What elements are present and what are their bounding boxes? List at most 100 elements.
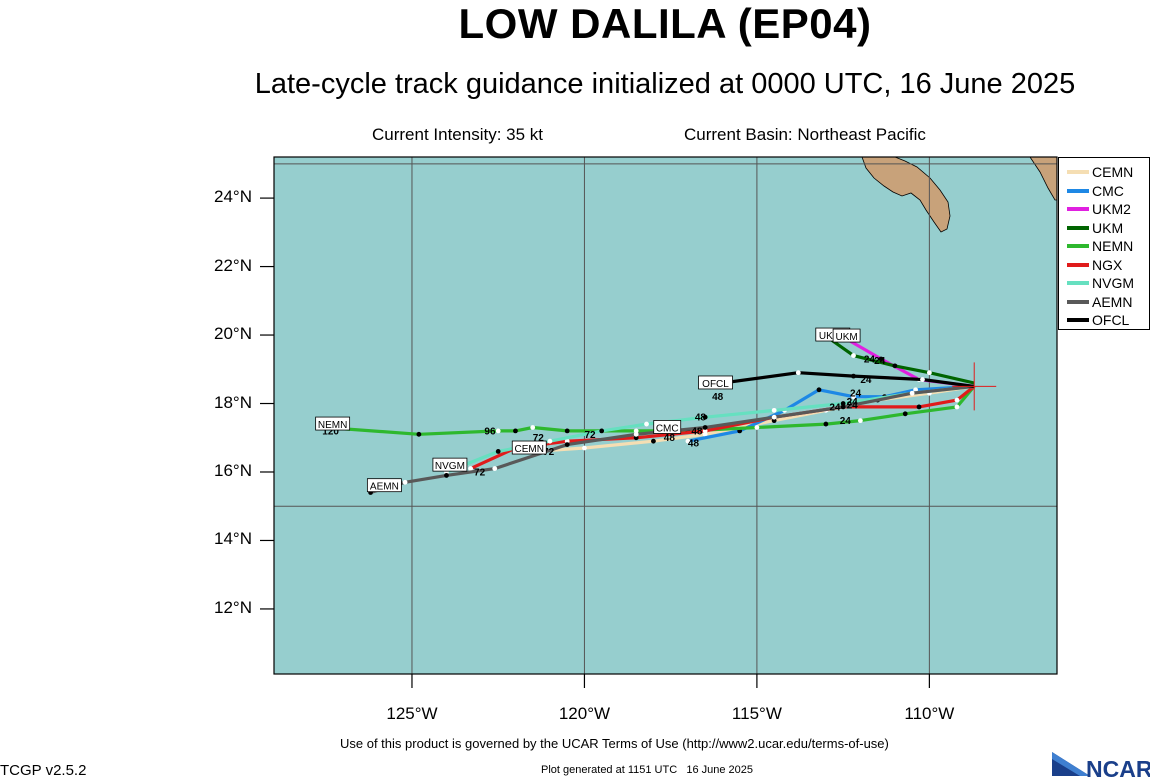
track-point-cemn: [771, 418, 777, 424]
current-intensity: Current Intensity: 35 kt: [372, 125, 544, 144]
forecast-hour-label: 24: [840, 416, 852, 427]
track-point-ngx: [468, 466, 474, 471]
forecast-hour-label: 48: [691, 426, 703, 437]
forecast-hour-label: 72: [533, 433, 545, 444]
current-position-marker: [952, 362, 997, 411]
axis-ticks: [260, 197, 930, 688]
forecast-hour-label: 24: [850, 389, 862, 400]
track-point-ukm: [851, 353, 856, 358]
track-point-cemn: [651, 438, 656, 444]
track-point-aemn: [909, 390, 915, 396]
model-label-box: [698, 375, 733, 390]
lon-tick-label: 110°W: [904, 704, 955, 723]
lon-tick-label: 125°W: [386, 704, 438, 723]
legend-label: NEMN: [1092, 238, 1134, 254]
forecast-hour-label: 120: [322, 426, 339, 437]
lat-tick-label: 18°N: [214, 392, 252, 412]
track-point-nvgm: [840, 401, 846, 406]
lat-tick-label: 20°N: [214, 324, 252, 344]
model-label-ukm: UKM: [835, 332, 857, 343]
page-title: LOW DALILA (EP04): [458, 0, 872, 47]
track-point-cmc: [851, 394, 856, 400]
model-label-cmc: CMC: [656, 423, 679, 434]
track-point-cmc: [685, 438, 691, 444]
model-label-box: [511, 440, 547, 455]
forecast-hour-label: 24: [847, 401, 859, 412]
model-name-labels: NEMNNVGMAEMNCEMNCMCOFCLUKM2UKM: [315, 327, 861, 493]
lat-tick-label: 12°N: [214, 597, 252, 617]
track-point-nemn: [495, 428, 501, 434]
track-point-cemn: [582, 445, 587, 451]
forecast-hour-label: 48: [712, 392, 724, 403]
legend: CEMN CMC UKM2 UKM NEMN NGX NVGM AEMN OFCL: [1058, 157, 1150, 330]
track-point-nvgm: [495, 449, 501, 454]
legend-swatch: [1067, 299, 1089, 304]
track-point-ngx: [954, 397, 960, 403]
track-point-nvgm: [702, 414, 708, 420]
lon-tick-label: 120°W: [558, 704, 611, 723]
page-subtitle: Late-cycle track guidance initialized at…: [254, 68, 1076, 100]
track-point-ngx: [916, 404, 922, 410]
model-label-box: [832, 328, 861, 343]
forecast-hour-label: 96: [484, 426, 496, 437]
track-point-ukm2: [878, 356, 884, 362]
track-point-nemn: [754, 425, 760, 430]
forecast-hour-label: 24: [864, 354, 876, 365]
track-point-ngx: [633, 435, 639, 441]
forecast-hour-label: 48: [688, 438, 700, 449]
lat-lon-grid: [274, 157, 1057, 674]
track-point-nemn: [857, 418, 863, 424]
track-point-ofcl: [851, 373, 856, 379]
legend-label: AEMN: [1092, 293, 1133, 310]
plot-generated: Plot generated at 1151 UTC 16 June 2025: [541, 764, 753, 776]
forecast-hour-label: 72: [584, 430, 596, 441]
track-point-ngx: [702, 428, 708, 434]
lon-tick-label: 115°W: [731, 704, 782, 723]
legend-label: UKM: [1092, 219, 1124, 236]
baja-peninsula: [861, 156, 951, 233]
track-point-ukm: [926, 370, 932, 376]
track-point-cmc: [816, 387, 822, 393]
forecast-hour-label: 24: [874, 356, 886, 367]
forecast-hour-label: 24: [829, 402, 841, 413]
track-point-aemn: [840, 404, 846, 410]
legend-swatch: [1067, 188, 1089, 193]
model-label-nvgm: NVGM: [435, 461, 465, 472]
model-label-box: [653, 420, 682, 434]
forecast-hour-label: 72: [543, 447, 555, 458]
track-point-ukm: [892, 363, 898, 369]
legend-swatch: [1067, 281, 1089, 285]
forecast-hour-label: 48: [695, 413, 707, 424]
track-point-aemn: [444, 473, 449, 478]
model-label-box: [366, 478, 402, 493]
track-point-nemn: [902, 411, 908, 417]
legend-swatch: [1067, 225, 1089, 230]
track-point-nvgm: [771, 407, 777, 413]
legend-swatch: [1067, 318, 1089, 322]
model-label-box: [315, 416, 351, 431]
track-point-aemn: [402, 479, 408, 485]
track-point-aemn: [771, 414, 777, 420]
model-label-cemn: CEMN: [515, 444, 544, 455]
model-label-box: [432, 457, 468, 472]
model-label-aemn: AEMN: [370, 482, 399, 493]
track-point-nemn: [954, 404, 960, 410]
map-frame: [273, 156, 1058, 675]
track-point-aemn: [633, 431, 639, 437]
track-point-cemn: [702, 431, 708, 437]
current-basin: Current Basin: Northeast Pacific: [684, 125, 926, 144]
lat-tick-label: 24°N: [214, 187, 252, 207]
model-label-nemn: NEMN: [318, 420, 347, 431]
track-point-cmc: [913, 387, 918, 393]
svg-text:NCAR: NCAR: [1086, 756, 1150, 780]
track-point-aemn: [492, 466, 498, 471]
legend-label: UKM2: [1092, 201, 1131, 217]
track-point-nemn: [513, 428, 518, 434]
track-point-nemn: [530, 425, 536, 430]
version-label: TCGP v2.5.2: [0, 762, 87, 779]
ocean-area: [274, 157, 1057, 674]
track-point-nvgm: [644, 421, 649, 427]
track-point-aemn: [702, 425, 708, 430]
